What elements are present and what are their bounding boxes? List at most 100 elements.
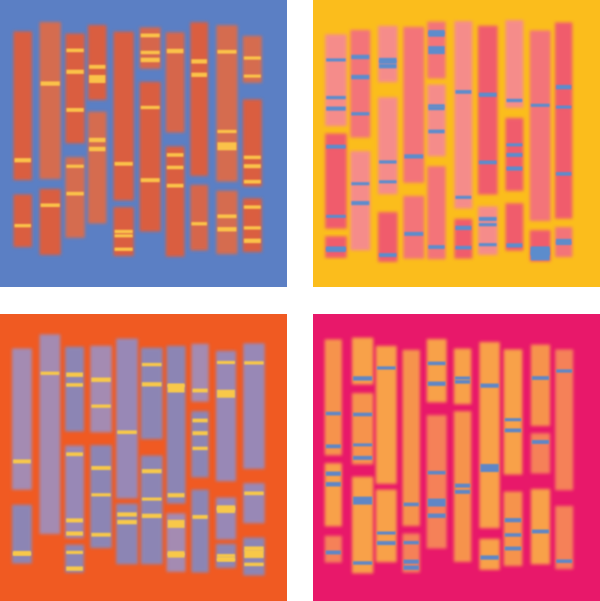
band (243, 179, 261, 184)
band (403, 559, 419, 564)
band (66, 372, 83, 377)
lane-segment (350, 29, 371, 138)
band (404, 231, 424, 236)
band (244, 550, 264, 559)
band (140, 178, 160, 183)
lane-group (325, 20, 573, 262)
band (379, 60, 397, 64)
band (13, 551, 31, 556)
band (427, 361, 446, 366)
band (404, 154, 424, 159)
band (325, 444, 341, 449)
lane-segment (454, 21, 473, 209)
band (66, 191, 84, 196)
band (140, 57, 160, 63)
band (141, 382, 162, 387)
band (325, 471, 341, 476)
band (244, 546, 264, 551)
band (530, 247, 550, 256)
band (89, 146, 106, 152)
lane-segment (13, 31, 32, 181)
band (506, 98, 523, 103)
band (352, 376, 373, 381)
lane-segment (165, 146, 185, 257)
band (428, 104, 445, 108)
band (351, 112, 370, 116)
lane-segment (12, 504, 32, 564)
band (191, 72, 208, 77)
band (506, 152, 523, 157)
band (326, 106, 346, 111)
lane-segment (90, 445, 112, 549)
band (140, 50, 160, 55)
band (454, 376, 471, 380)
band (117, 519, 137, 525)
band (556, 369, 573, 373)
lane-segment (426, 339, 447, 403)
lane-segment (479, 341, 500, 529)
band (478, 243, 497, 247)
lane-segment (503, 491, 523, 566)
band (351, 182, 370, 186)
lane-segment (13, 194, 32, 248)
band (114, 229, 133, 234)
lane-segment (325, 34, 347, 127)
lane-segment (403, 26, 425, 183)
lane-segment (116, 503, 138, 565)
band (480, 383, 499, 388)
band (478, 160, 497, 165)
band (66, 383, 83, 387)
lane-segment (351, 337, 374, 385)
band (478, 223, 497, 227)
lane-segment (530, 488, 551, 565)
band (403, 502, 419, 507)
band (379, 253, 397, 258)
band (167, 551, 185, 556)
lane-segment (88, 25, 107, 100)
lane-segment (324, 463, 342, 527)
band (480, 464, 499, 473)
band (217, 129, 237, 134)
band (66, 531, 83, 536)
band (243, 226, 261, 230)
band (352, 496, 373, 505)
band (352, 443, 373, 447)
lane-segment (378, 212, 398, 262)
lane-segment (216, 25, 238, 182)
lane-segment (215, 350, 236, 482)
band (14, 158, 31, 163)
band (167, 384, 185, 393)
band (91, 466, 111, 470)
lane-segment (479, 538, 500, 570)
lane-segment (378, 25, 398, 83)
lane-segment (477, 206, 498, 255)
band (191, 222, 208, 226)
band (352, 561, 373, 565)
band (530, 252, 550, 261)
band (504, 518, 522, 523)
band (531, 376, 550, 380)
band (141, 497, 162, 501)
band (325, 411, 341, 416)
band (379, 180, 397, 184)
band (217, 142, 237, 151)
band (504, 418, 522, 422)
band (66, 108, 84, 112)
band (428, 46, 445, 55)
band (325, 482, 341, 487)
band (428, 245, 445, 249)
band (243, 205, 261, 209)
lane-segment (427, 84, 446, 157)
band (556, 105, 572, 109)
band (379, 160, 397, 164)
lane-segment (351, 476, 374, 574)
lane-segment (12, 348, 32, 490)
band (243, 164, 261, 169)
band (352, 455, 373, 460)
lane-segment (325, 133, 347, 229)
band (556, 241, 572, 246)
lane-group (324, 337, 574, 574)
lane-segment (351, 393, 374, 465)
band (379, 63, 397, 69)
